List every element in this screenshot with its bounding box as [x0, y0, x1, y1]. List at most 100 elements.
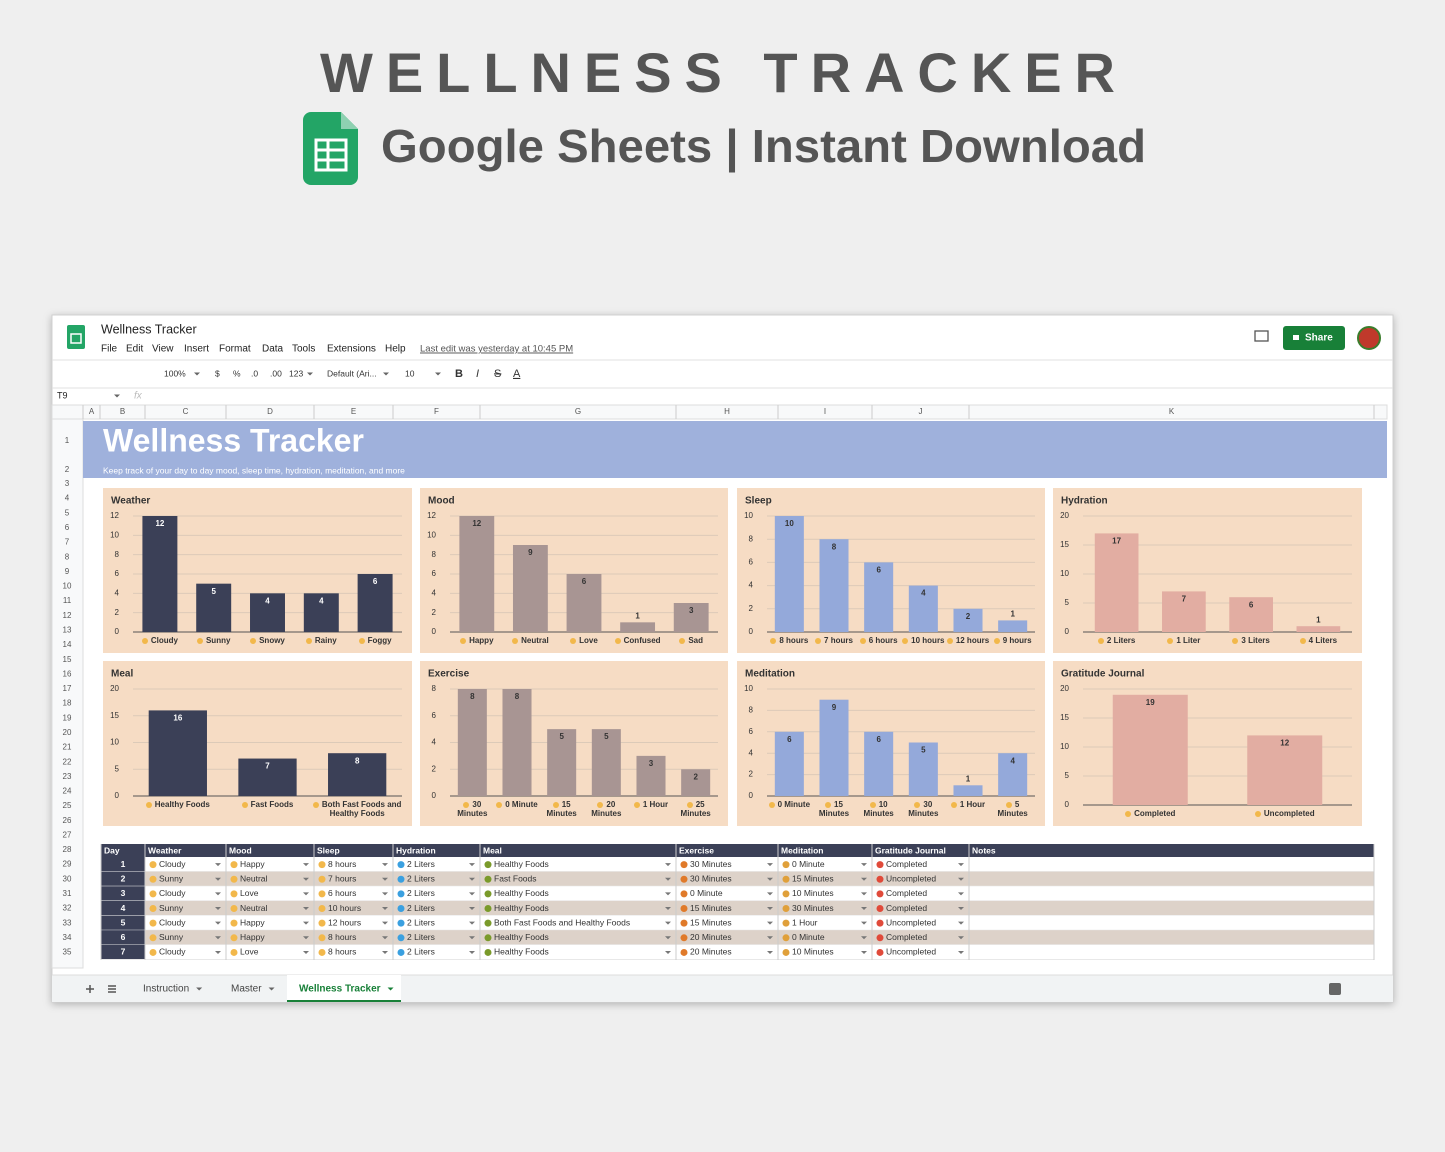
- table-cell[interactable]: 2 Liters: [407, 947, 435, 957]
- table-cell[interactable]: Fast Foods: [494, 873, 537, 883]
- all-sheets-icon[interactable]: [108, 985, 116, 993]
- x-tick-label: Sunny: [187, 636, 241, 645]
- table-cell[interactable]: Completed: [886, 888, 927, 898]
- table-cell[interactable]: 20 Minutes: [690, 932, 732, 942]
- toolbar-item[interactable]: .0: [251, 368, 258, 378]
- menu-item[interactable]: Tools: [292, 344, 315, 355]
- table-cell[interactable]: Both Fast Foods and Healthy Foods: [494, 917, 630, 927]
- table-cell[interactable]: 20 Minutes: [690, 947, 732, 957]
- table-cell[interactable]: Completed: [886, 903, 927, 913]
- menu-item[interactable]: Extensions: [327, 344, 376, 355]
- y-tick-label: 8: [432, 550, 437, 559]
- table-cell[interactable]: 15 Minutes: [690, 903, 732, 913]
- table-cell[interactable]: Healthy Foods: [494, 859, 549, 869]
- toolbar-item[interactable]: $: [215, 368, 220, 378]
- toolbar-item[interactable]: 123: [289, 368, 303, 378]
- sheet-tab[interactable]: Master: [231, 984, 262, 995]
- table-cell[interactable]: 8 hours: [328, 859, 356, 869]
- dropdown-arrow: [196, 987, 203, 991]
- table-cell[interactable]: Happy: [240, 917, 265, 927]
- table-cell[interactable]: Cloudy: [159, 859, 186, 869]
- table-cell[interactable]: 10 hours: [328, 903, 361, 913]
- share-label[interactable]: Share: [1305, 333, 1333, 344]
- table-cell[interactable]: 2 Liters: [407, 932, 435, 942]
- table-cell[interactable]: Neutral: [240, 873, 268, 883]
- menu-item[interactable]: View: [152, 344, 174, 355]
- table-cell[interactable]: Completed: [886, 859, 927, 869]
- share-button[interactable]: [1283, 326, 1345, 350]
- table-cell[interactable]: Uncompleted: [886, 873, 936, 883]
- explore-icon[interactable]: [1329, 983, 1341, 995]
- sheet-tab[interactable]: Instruction: [143, 984, 189, 995]
- menu-item[interactable]: Insert: [184, 344, 209, 355]
- last-edit[interactable]: Last edit was yesterday at 10:45 PM: [420, 344, 573, 355]
- table-cell[interactable]: 10 Minutes: [792, 947, 834, 957]
- table-cell[interactable]: Sunny: [159, 932, 184, 942]
- menu-item[interactable]: File: [101, 344, 118, 355]
- table-cell[interactable]: 2 Liters: [407, 888, 435, 898]
- toolbar-item[interactable]: 10: [405, 368, 415, 378]
- x-label-box: 8 hours: [767, 636, 812, 676]
- table-cell[interactable]: 2 Liters: [407, 903, 435, 913]
- table-cell[interactable]: 30 Minutes: [690, 873, 732, 883]
- table-cell[interactable]: Healthy Foods: [494, 888, 549, 898]
- table-cell[interactable]: 10 Minutes: [792, 888, 834, 898]
- table-cell[interactable]: 0 Minute: [792, 859, 825, 869]
- table-cell[interactable]: 6 hours: [328, 888, 356, 898]
- table-cell[interactable]: 0 Minute: [792, 932, 825, 942]
- table-cell[interactable]: Healthy Foods: [494, 903, 549, 913]
- table-cell[interactable]: 0 Minute: [690, 888, 723, 898]
- table-cell[interactable]: 8 hours: [328, 932, 356, 942]
- table-cell[interactable]: Happy: [240, 932, 265, 942]
- add-sheet-icon[interactable]: [86, 985, 94, 993]
- table-cell[interactable]: 15 Minutes: [690, 917, 732, 927]
- table-cell[interactable]: 30 Minutes: [690, 859, 732, 869]
- chart-title: Meal: [111, 669, 133, 680]
- table-cell[interactable]: 15 Minutes: [792, 873, 834, 883]
- menu-item[interactable]: Format: [219, 344, 251, 355]
- x-label-box: 1 Hour: [629, 800, 674, 840]
- toolbar-item[interactable]: 100%: [164, 368, 186, 378]
- table-cell[interactable]: Sunny: [159, 873, 184, 883]
- table-cell[interactable]: Completed: [886, 932, 927, 942]
- toolbar-item[interactable]: Default (Ari...: [327, 368, 377, 378]
- table-cell[interactable]: 7 hours: [328, 873, 356, 883]
- toolbar-item[interactable]: B: [455, 368, 463, 380]
- table-cell[interactable]: 12 hours: [328, 917, 361, 927]
- x-label-box: Cloudy: [133, 636, 187, 676]
- x-tick-label: 2 Liters: [1083, 636, 1150, 645]
- table-cell[interactable]: Neutral: [240, 903, 268, 913]
- table-cell[interactable]: Healthy Foods: [494, 932, 549, 942]
- toolbar-item[interactable]: S: [494, 368, 501, 380]
- toolbar-item[interactable]: .00: [270, 368, 282, 378]
- table-cell[interactable]: Love: [240, 888, 259, 898]
- table-cell[interactable]: 8 hours: [328, 947, 356, 957]
- sheet-tab[interactable]: Wellness Tracker: [299, 984, 381, 995]
- x-tick-label: Healthy Foods: [133, 800, 223, 809]
- menu-item[interactable]: Data: [262, 344, 284, 355]
- table-cell[interactable]: Uncompleted: [886, 947, 936, 957]
- table-row: [145, 886, 1374, 901]
- table-cell[interactable]: Happy: [240, 859, 265, 869]
- table-cell[interactable]: Cloudy: [159, 888, 186, 898]
- menu-item[interactable]: Help: [385, 344, 406, 355]
- table-cell[interactable]: Uncompleted: [886, 917, 936, 927]
- dropdown-arrow: [382, 907, 388, 911]
- table-cell[interactable]: Cloudy: [159, 917, 186, 927]
- table-cell[interactable]: Love: [240, 947, 259, 957]
- bar: [238, 758, 297, 796]
- table-cell[interactable]: 30 Minutes: [792, 903, 834, 913]
- toolbar-item[interactable]: %: [233, 368, 241, 378]
- table-cell[interactable]: Cloudy: [159, 947, 186, 957]
- menu-item[interactable]: Edit: [126, 344, 143, 355]
- cell-icon: [397, 905, 405, 913]
- toolbar-item[interactable]: I: [476, 368, 479, 380]
- table-cell[interactable]: Healthy Foods: [494, 947, 549, 957]
- y-tick-label: 8: [432, 684, 437, 693]
- table-cell[interactable]: 1 Hour: [792, 917, 818, 927]
- table-cell[interactable]: 2 Liters: [407, 917, 435, 927]
- table-cell[interactable]: 2 Liters: [407, 873, 435, 883]
- toolbar-item[interactable]: A: [513, 368, 521, 380]
- table-cell[interactable]: Sunny: [159, 903, 184, 913]
- table-cell[interactable]: 2 Liters: [407, 859, 435, 869]
